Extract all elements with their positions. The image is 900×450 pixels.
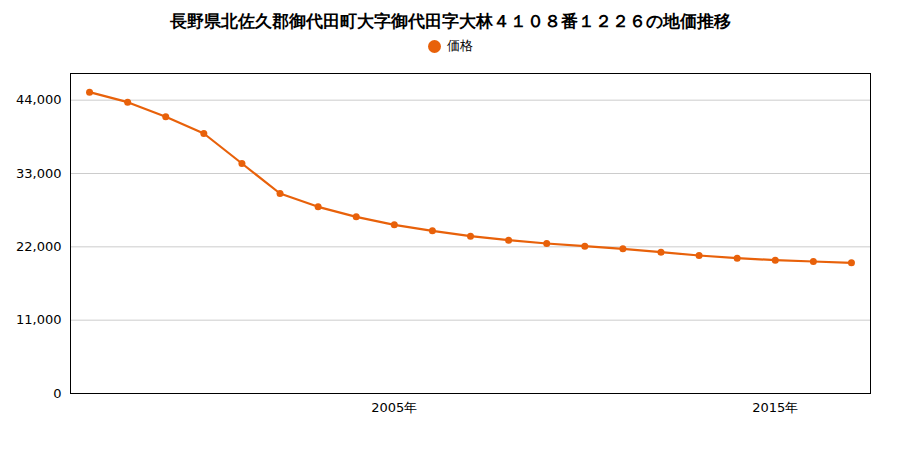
svg-text:44,000: 44,000 [16, 92, 62, 107]
svg-text:0: 0 [53, 386, 61, 401]
svg-text:11,000: 11,000 [16, 312, 62, 327]
svg-text:22,000: 22,000 [16, 239, 62, 254]
svg-text:33,000: 33,000 [16, 166, 62, 181]
html-text:価格: 価格 [446, 38, 473, 53]
svg-text:2015年: 2015年 [752, 400, 798, 415]
html-text:長野県北佐久郡御代田町大字御代田字大林４１０８番１２２６の地: 長野県北佐久郡御代田町大字御代田字大林４１０８番１２２６の地価推移 [169, 11, 731, 31]
svg-text:2005年: 2005年 [371, 400, 417, 415]
